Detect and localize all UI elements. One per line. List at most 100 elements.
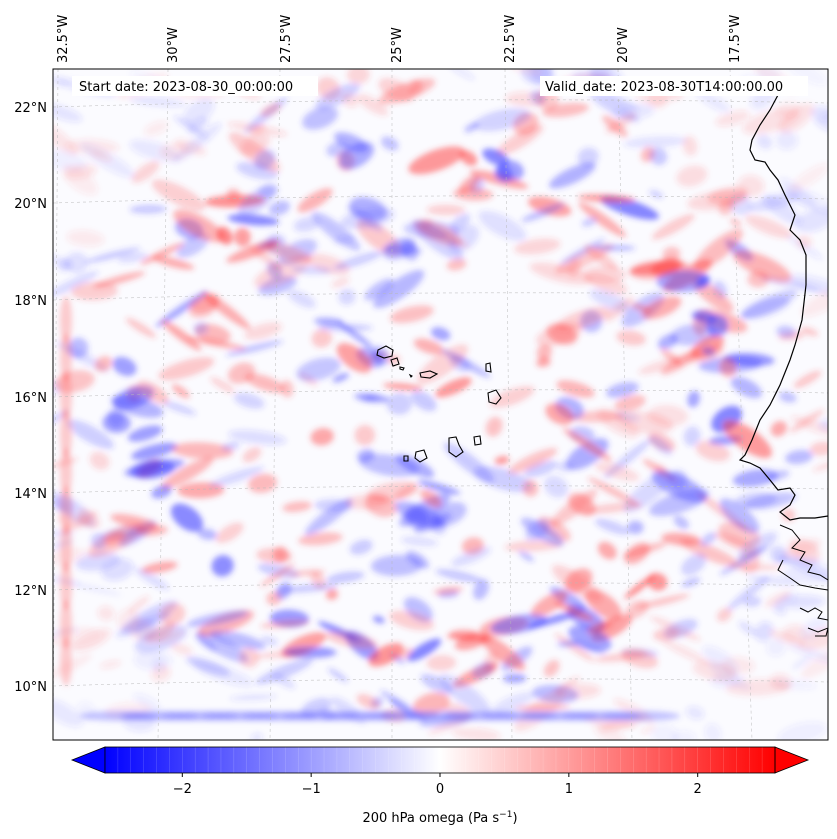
omega-contour-blob bbox=[433, 586, 463, 595]
omega-contour-blob bbox=[522, 480, 539, 497]
omega-contour-blob bbox=[412, 692, 450, 716]
omega-contour-blob bbox=[244, 322, 282, 340]
omega-contour-blob bbox=[193, 322, 208, 335]
omega-contour-blob bbox=[492, 691, 535, 714]
omega-contour-blob bbox=[254, 256, 310, 288]
omega-contour-blob bbox=[627, 520, 644, 535]
omega-contour-blob bbox=[505, 91, 548, 107]
omega-contour-blob bbox=[460, 150, 478, 166]
omega-contour-blob bbox=[738, 621, 758, 636]
omega-contour-blob bbox=[325, 588, 339, 600]
omega-contour-blob bbox=[485, 416, 503, 437]
omega-contour-blob bbox=[256, 548, 293, 564]
omega-contour-blob bbox=[660, 348, 682, 366]
omega-contour-blob bbox=[542, 102, 589, 118]
omega-contour-blob bbox=[704, 723, 722, 740]
omega-contour-blob bbox=[525, 519, 550, 541]
omega-contour-blob bbox=[683, 426, 701, 447]
omega-contour-blob bbox=[315, 83, 360, 110]
omega-contour-blob bbox=[390, 305, 434, 324]
lat-label: 14°N bbox=[14, 487, 47, 502]
omega-contour-blob bbox=[314, 499, 354, 512]
omega-contour-blob bbox=[642, 296, 682, 320]
omega-contour-blob bbox=[420, 674, 454, 694]
omega-contour-blob bbox=[681, 577, 701, 588]
omega-contour-blob bbox=[450, 213, 471, 232]
omega-contour-blob bbox=[356, 694, 380, 710]
omega-contour-blob bbox=[560, 238, 606, 265]
coastline-west-africa bbox=[738, 84, 828, 521]
start-date-annotation: Start date: 2023-08-30_00:00:00 bbox=[79, 80, 293, 95]
omega-contour-blob bbox=[53, 698, 83, 728]
omega-contour-blob bbox=[271, 673, 296, 689]
omega-contour-blob bbox=[53, 103, 83, 123]
omega-contour-blob bbox=[458, 175, 480, 194]
omega-contour-blob bbox=[173, 209, 224, 243]
omega-contour-blob bbox=[94, 356, 113, 372]
colorbar-extend-left bbox=[70, 746, 106, 774]
lat-label: 16°N bbox=[14, 391, 47, 406]
omega-contour-blob bbox=[737, 532, 778, 560]
omega-contour-blob bbox=[625, 599, 649, 619]
omega-contour-blob bbox=[364, 278, 394, 301]
omega-contour-blob bbox=[124, 459, 185, 477]
omega-contour-blob bbox=[680, 539, 739, 567]
omega-contour-blob bbox=[566, 438, 609, 470]
omega-contour-blob bbox=[578, 202, 627, 238]
omega-contour-blob bbox=[744, 215, 793, 239]
omega-contour-blob bbox=[641, 725, 656, 734]
omega-contour-blob bbox=[413, 338, 444, 355]
omega-contour-blob bbox=[60, 448, 72, 496]
omega-contour-blob bbox=[161, 400, 197, 416]
omega-contour-blob bbox=[183, 97, 215, 126]
omega-contour-blob bbox=[317, 323, 373, 332]
omega-contour-blob bbox=[368, 643, 404, 667]
omega-contour-blob bbox=[428, 716, 471, 735]
lat-label: 18°N bbox=[14, 294, 47, 309]
omega-contour-blob bbox=[346, 69, 370, 85]
omega-contour-blob bbox=[790, 415, 828, 438]
omega-contour-blob bbox=[234, 227, 251, 247]
omega-contour-blob bbox=[543, 659, 560, 677]
omega-contour-blob bbox=[494, 455, 510, 465]
omega-contour-blob bbox=[89, 451, 110, 470]
omega-contour-blob bbox=[727, 576, 769, 611]
omega-contour-blob bbox=[324, 631, 379, 649]
omega-contour-blob bbox=[781, 591, 798, 605]
omega-contour-blob bbox=[514, 690, 565, 732]
omega-contour-blob bbox=[255, 658, 314, 685]
omega-contour-blob bbox=[373, 270, 425, 308]
lon-label: 22.5°W bbox=[503, 15, 518, 63]
omega-contour-blob bbox=[133, 693, 161, 711]
omega-contour-blob bbox=[186, 656, 230, 676]
omega-contour-blob bbox=[694, 229, 743, 270]
lon-label: 30°W bbox=[166, 27, 181, 63]
omega-contour-blob bbox=[743, 492, 797, 510]
omega-contour-blob bbox=[729, 563, 783, 571]
omega-contour-blob bbox=[741, 297, 791, 320]
omega-contour-blob bbox=[785, 449, 813, 465]
omega-contour-blob bbox=[776, 325, 796, 338]
omega-contour-blob bbox=[125, 317, 156, 338]
omega-contour-blob bbox=[381, 136, 399, 151]
omega-contour-blob bbox=[326, 571, 365, 583]
omega-contour-blob bbox=[291, 265, 332, 275]
omega-contour-blob bbox=[691, 310, 717, 324]
omega-contour-blob bbox=[60, 410, 72, 458]
omega-contour-blob bbox=[587, 619, 614, 634]
omega-contour-blob bbox=[524, 460, 558, 477]
cape-verde-islands bbox=[376, 345, 502, 463]
omega-field bbox=[53, 69, 828, 740]
omega-contour-blob bbox=[769, 630, 806, 647]
omega-contour-blob bbox=[495, 124, 544, 156]
omega-contour-blob bbox=[302, 106, 338, 130]
omega-contour-blob bbox=[482, 148, 509, 166]
omega-contour-blob bbox=[791, 654, 813, 670]
lat-label: 12°N bbox=[14, 584, 47, 599]
omega-contour-blob bbox=[775, 130, 798, 150]
omega-contour-blob bbox=[556, 683, 601, 699]
omega-contour-blob bbox=[296, 357, 341, 382]
omega-contour-blob bbox=[756, 134, 773, 149]
omega-contour-blob bbox=[280, 380, 294, 398]
omega-contour-blob bbox=[776, 552, 828, 582]
